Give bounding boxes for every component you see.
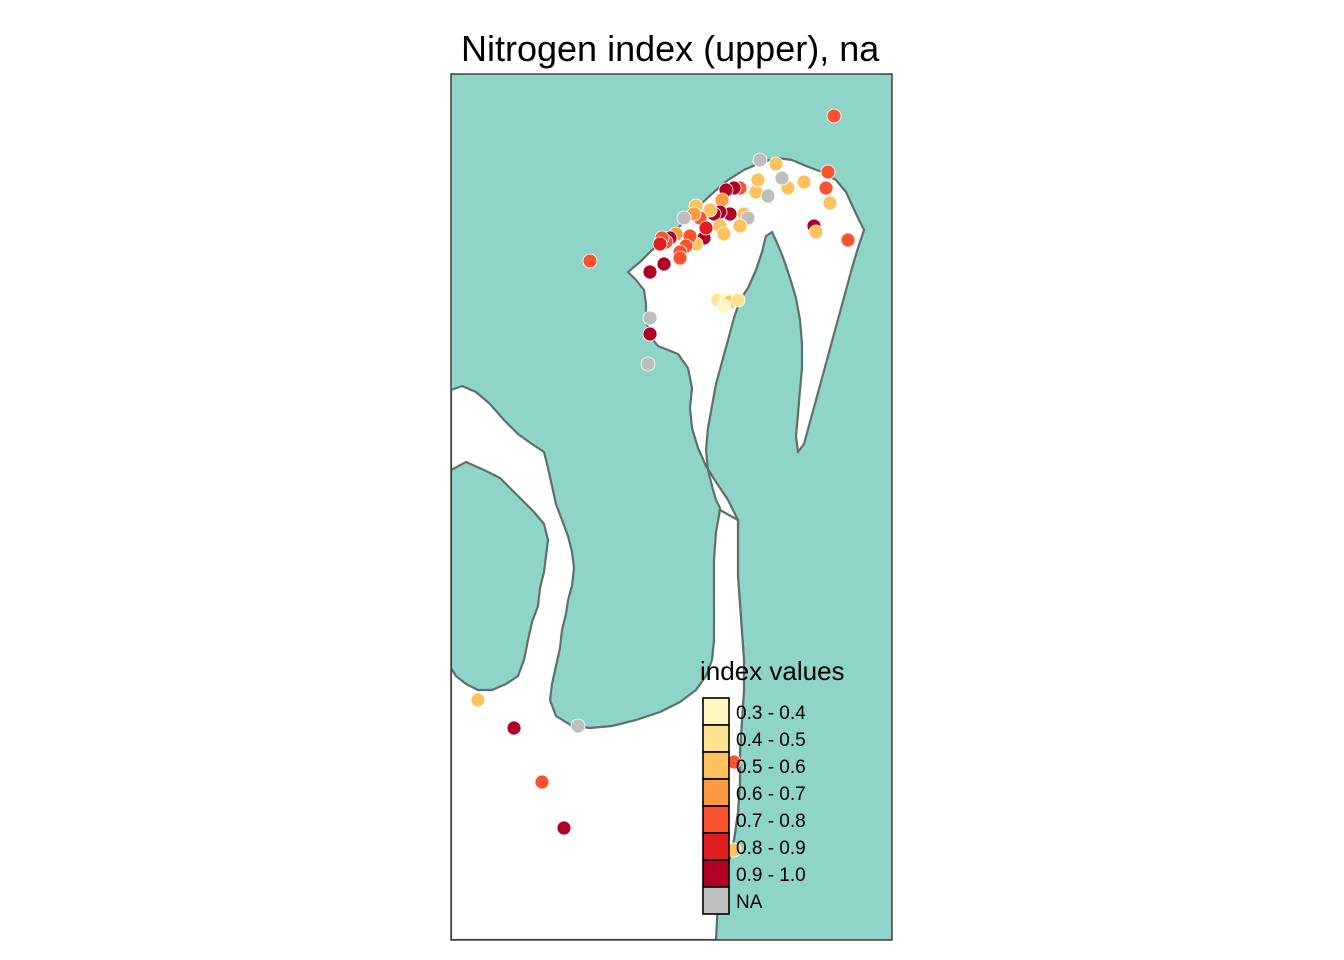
observation-point (760, 188, 776, 204)
observation-point (534, 774, 550, 790)
legend-label: 0.5 - 0.6 (736, 757, 806, 778)
legend-swatch (702, 778, 730, 807)
legend-label: 0.4 - 0.5 (736, 730, 806, 751)
land-interior-sea (451, 460, 550, 692)
legend-swatch (702, 832, 730, 861)
observation-point (818, 180, 834, 196)
observation-point (702, 202, 718, 218)
observation-point (820, 164, 836, 180)
observation-point (570, 718, 586, 734)
observation-point (656, 256, 672, 272)
observation-point (808, 224, 824, 240)
observation-point (642, 326, 658, 342)
legend-label: 0.6 - 0.7 (736, 784, 806, 805)
observation-point (768, 156, 784, 172)
legend-swatch (702, 859, 730, 888)
observation-point (698, 220, 714, 236)
observation-point (676, 210, 692, 226)
observation-point (732, 218, 748, 234)
observation-point (642, 310, 658, 326)
legend-swatch (702, 751, 730, 780)
observation-point (640, 356, 656, 372)
observation-points (470, 108, 856, 858)
observation-point (652, 236, 668, 252)
legend-swatch (702, 697, 730, 726)
legend-label: 0.8 - 0.9 (736, 838, 806, 859)
legend-swatch (702, 724, 730, 753)
observation-point (826, 108, 842, 124)
legend-swatch (702, 886, 730, 915)
observation-point (556, 820, 572, 836)
observation-point (642, 264, 658, 280)
observation-point (822, 195, 838, 211)
legend-label: 0.9 - 1.0 (736, 865, 806, 886)
legend-label: 0.7 - 0.8 (736, 811, 806, 832)
observation-point (730, 292, 746, 308)
observation-point (672, 250, 688, 266)
legend-label: 0.3 - 0.4 (736, 703, 806, 724)
map-title: Nitrogen index (upper), na (461, 28, 880, 69)
observation-point (796, 174, 812, 190)
observation-point (582, 253, 598, 269)
observation-point (506, 720, 522, 736)
legend: index values 0.3 - 0.4 0.4 - 0.5 0.5 - 0.6… (700, 656, 845, 915)
map-panel (451, 74, 892, 940)
observation-point (752, 152, 768, 168)
observation-point (774, 170, 790, 186)
observation-point (716, 226, 732, 242)
observation-point (750, 172, 766, 188)
observation-point (470, 692, 486, 708)
legend-swatch (702, 805, 730, 834)
observation-point (840, 232, 856, 248)
legend-title: index values (700, 656, 845, 686)
observation-point (716, 298, 732, 314)
legend-label: NA (736, 892, 763, 913)
map-frame (450, 73, 893, 941)
